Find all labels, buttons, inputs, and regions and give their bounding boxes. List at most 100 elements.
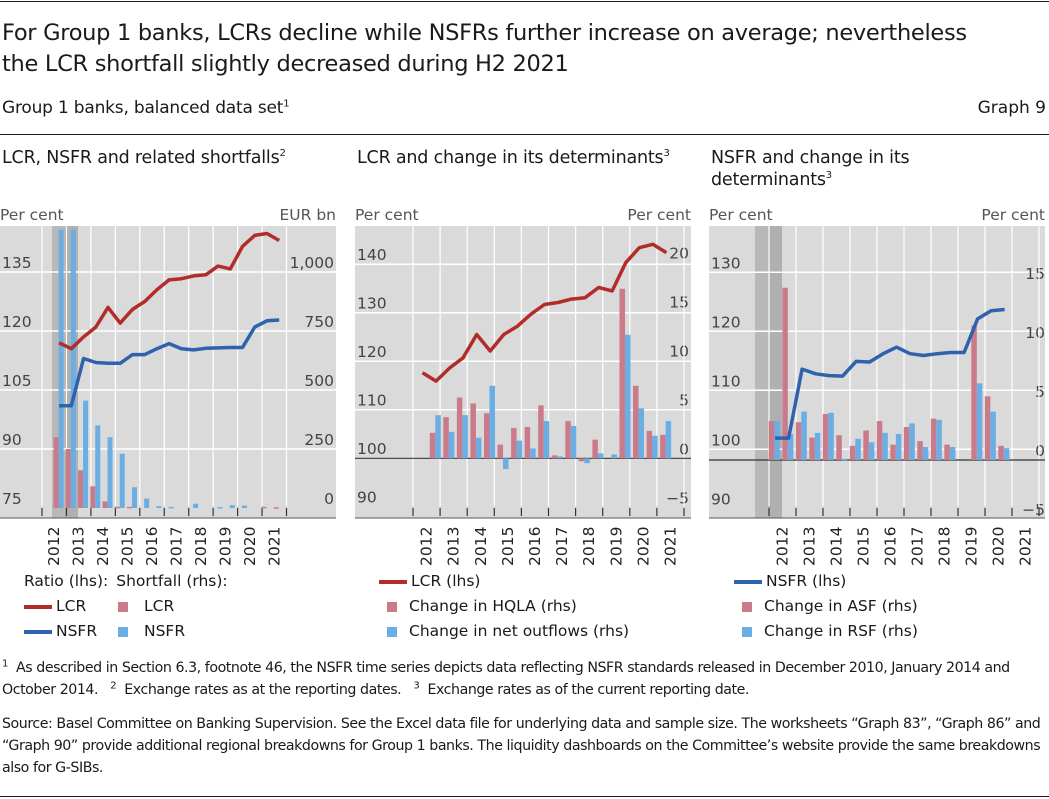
y-tick-label-left: 100: [711, 431, 741, 449]
legend-row-nsfr: NSFR NSFR: [24, 619, 228, 644]
x-tick-label: 2020: [634, 527, 652, 566]
legend-lcr-label: LCR (lhs): [411, 572, 481, 590]
x-tick-label: 2014: [828, 527, 846, 566]
x-tick-label: 2012: [774, 527, 792, 566]
bar-lcr-shortfall: [90, 486, 96, 508]
bar-nsfr-shortfall: [107, 437, 113, 508]
legend-row-hqla: Change in HQLA (rhs): [379, 594, 629, 619]
y-tick-label-left: 120: [357, 343, 387, 361]
bar-change-in-rsf-rhs-: [814, 432, 821, 460]
bar-change-in-net-outflows-rhs-: [516, 440, 523, 459]
footnote-3: Exchange rates as of the current reporti…: [427, 682, 749, 698]
bar-change-in-hqla-rhs-: [524, 426, 531, 459]
bar-nsfr-shortfall: [58, 229, 64, 508]
lcr-bar-swatch: [118, 601, 128, 612]
bar-change-in-asf-rhs-: [863, 430, 869, 460]
title-line-2: the LCR shortfall slightly decreased dur…: [2, 51, 569, 77]
x-tick-label: 2014: [94, 527, 112, 566]
bar-change-in-net-outflows-rhs-: [503, 458, 509, 470]
plot-background: [0, 226, 336, 518]
bar-nsfr-shortfall: [156, 506, 162, 508]
legend-outflows-label: Change in net outflows (rhs): [409, 622, 630, 640]
nsfr-line-swatch: [734, 579, 762, 584]
bar-change-in-net-outflows-rhs-: [570, 425, 577, 459]
line-lcr: [58, 231, 281, 351]
bar-change-in-asf-rhs-: [849, 445, 856, 460]
panel-2-title-text: LCR and change in its determinants: [357, 148, 664, 168]
footnote-3-mark: 3: [413, 680, 420, 692]
bar-change-in-net-outflows-rhs-: [584, 458, 590, 464]
panel-1-title: LCR, NSFR and related shortfalls2: [2, 147, 286, 169]
bar-change-in-asf-rhs-: [809, 437, 815, 460]
y-tick-label-left: 130: [711, 254, 741, 272]
footnote-2-mark: 2: [110, 680, 117, 692]
x-tick-label: 2012: [418, 527, 436, 566]
bar-change-in-rsf-rhs-: [841, 458, 848, 461]
y-tick-label-right: 15: [669, 293, 689, 311]
x-tick-label: 2015: [119, 527, 137, 566]
panel-2-footnote-mark: 3: [663, 148, 670, 160]
bar-change-in-net-outflows-rhs-: [638, 408, 645, 459]
right-axis-unit: Per cent: [627, 206, 691, 224]
bar-change-in-hqla-rhs-: [565, 421, 571, 459]
footnotes: 1 As described in Section 6.3, footnote …: [2, 657, 1047, 701]
bar-change-in-rsf-rhs-: [936, 419, 942, 460]
bar-nsfr-shortfall: [217, 507, 223, 509]
y-tick-label-left: 140: [357, 246, 387, 264]
legend-nsfr-line-label: NSFR: [56, 622, 98, 640]
bar-change-in-rsf-rhs-: [868, 442, 875, 460]
y-tick-label-left: 90: [2, 431, 22, 449]
y-tick-label-right: 250: [304, 431, 334, 449]
y-tick-label-right: 750: [304, 313, 334, 331]
bar-change-in-net-outflows-rhs-: [435, 415, 441, 459]
bar-change-in-hqla-rhs-: [497, 444, 504, 459]
x-tick-label: 2021: [265, 527, 283, 566]
y-tick-label-left: 105: [2, 372, 32, 390]
bar-lcr-shortfall: [126, 506, 132, 509]
y-tick-label-left: 100: [357, 440, 387, 458]
bar-change-in-hqla-rhs-: [578, 458, 585, 462]
left-axis-unit: Per cent: [0, 206, 64, 224]
x-tick-label: 2019: [963, 527, 981, 566]
bar-change-in-rsf-rhs-: [990, 411, 996, 460]
right-axis-unit: EUR bn: [280, 206, 337, 224]
bar-change-in-hqla-rhs-: [511, 427, 517, 459]
bar-change-in-asf-rhs-: [917, 441, 923, 460]
outflows-bar-swatch: [387, 626, 397, 637]
asf-bar-swatch: [742, 601, 752, 612]
bar-change-in-rsf-rhs-: [801, 411, 807, 460]
bar-change-in-asf-rhs-: [930, 418, 937, 460]
bar-nsfr-shortfall: [168, 506, 174, 509]
footnote-2: Exchange rates as at the reporting dates…: [124, 682, 402, 698]
chart-lcr-nsfr-shortfalls: Per cent EUR bn 75 90 105 120 135 0 250 500 750 1,0…: [0, 206, 337, 566]
x-tick-label: 2019: [607, 527, 625, 566]
y-tick-label-right: 15: [1025, 265, 1045, 283]
nsfr-line-swatch: [24, 629, 52, 634]
y-tick-label-left: 135: [2, 254, 32, 272]
x-tick-label: 2015: [499, 527, 517, 566]
main-title: For Group 1 banks, LCRs decline while NS…: [2, 18, 1002, 80]
bar-change-in-hqla-rhs-: [538, 405, 544, 459]
bar-change-in-net-outflows-rhs-: [462, 415, 468, 459]
title-line-1: For Group 1 banks, LCRs decline while NS…: [2, 20, 967, 46]
bar-nsfr-shortfall: [119, 453, 125, 508]
y-tick-label-right: 0: [324, 490, 334, 508]
y-tick-label-left: 130: [357, 295, 387, 313]
bar-change-in-rsf-rhs-: [787, 434, 794, 460]
x-tick-label: 2019: [216, 527, 234, 566]
legend-asf-label: Change in ASF (rhs): [764, 597, 918, 615]
bar-change-in-hqla-rhs-: [551, 455, 558, 459]
bar-change-in-net-outflows-rhs-: [557, 456, 563, 459]
subtitle: Group 1 banks, balanced data set1: [2, 98, 290, 118]
bar-change-in-hqla-rhs-: [633, 385, 639, 459]
x-tick-label: 2018: [580, 527, 598, 566]
legend-lcr-line-label: LCR: [56, 597, 87, 615]
header-rule: [0, 134, 1049, 135]
bar-change-in-hqla-rhs-: [470, 403, 476, 459]
bar-change-in-rsf-rhs-: [895, 434, 902, 460]
panel-3-footnote-mark: 3: [825, 170, 832, 182]
bar-lcr-shortfall: [53, 437, 59, 508]
bar-lcr-shortfall: [114, 506, 120, 509]
bar-nsfr-shortfall: [95, 425, 101, 508]
legend-row-lcr: LCR LCR: [24, 594, 228, 619]
